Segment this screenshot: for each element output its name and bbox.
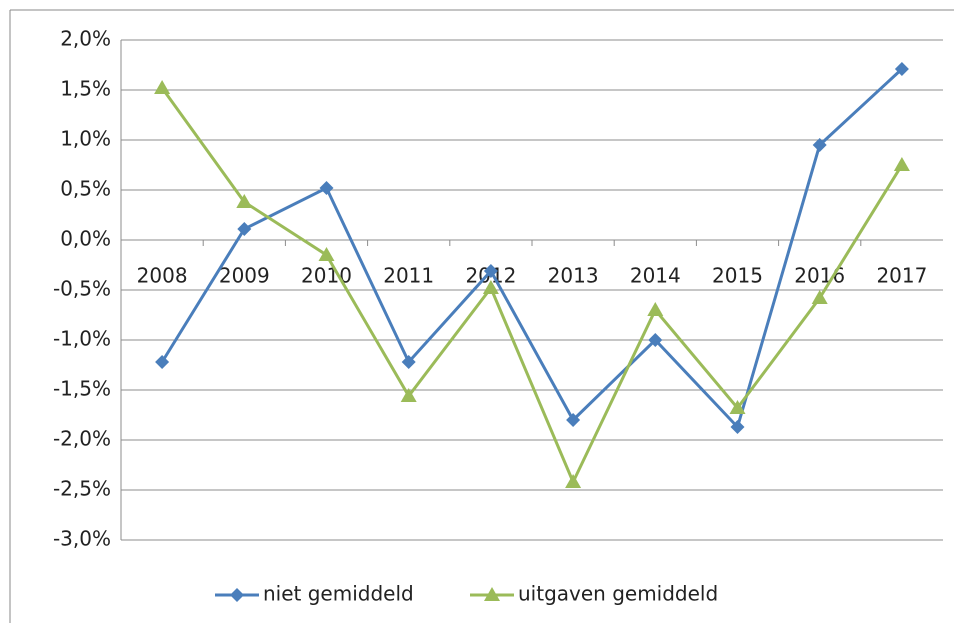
data-point (482, 280, 499, 294)
data-point (566, 413, 581, 427)
y-tick-label: 2,0% (60, 27, 111, 51)
y-tick-label: 1,0% (60, 127, 111, 151)
y-tick-label: -1,5% (53, 377, 111, 401)
y-tick-label: -0,5% (53, 277, 111, 301)
series-line (160, 67, 903, 430)
x-tick-label: 2008 (137, 264, 188, 288)
y-tick-label: -3,0% (53, 527, 111, 551)
data-point (154, 80, 171, 94)
y-tick-label: -1,0% (53, 327, 111, 351)
data-point (812, 138, 827, 152)
data-point (729, 400, 746, 414)
y-tick-label: -2,5% (53, 477, 111, 501)
data-point (565, 474, 582, 488)
data-point (237, 222, 252, 236)
y-tick-label: 0,0% (60, 227, 111, 251)
data-point (647, 302, 664, 316)
data-point (319, 181, 334, 195)
data-point (811, 290, 828, 304)
legend-marker (230, 588, 244, 602)
x-tick-label: 2011 (383, 264, 434, 288)
data-point (894, 62, 909, 76)
data-point (401, 355, 416, 369)
x-tick-label: 2014 (630, 264, 681, 288)
legend-label: uitgaven gemiddeld (518, 582, 718, 606)
y-tick-label: -2,0% (53, 427, 111, 451)
data-point (648, 333, 663, 347)
data-point (236, 194, 253, 208)
data-point (483, 264, 498, 278)
legend-label: niet gemiddeld (263, 582, 414, 606)
series-line (160, 87, 904, 486)
x-tick-label: 2017 (876, 264, 927, 288)
x-tick-label: 2016 (794, 264, 845, 288)
x-tick-label: 2009 (219, 264, 270, 288)
data-point (318, 247, 335, 261)
y-tick-label: 0,5% (60, 177, 111, 201)
legend-marker (484, 587, 500, 601)
y-tick-label: 1,5% (60, 77, 111, 101)
data-point (400, 388, 417, 402)
data-point (730, 420, 745, 434)
data-point (155, 355, 170, 369)
x-tick-label: 2015 (712, 264, 763, 288)
x-tick-label: 2013 (548, 264, 599, 288)
data-point (893, 157, 910, 171)
